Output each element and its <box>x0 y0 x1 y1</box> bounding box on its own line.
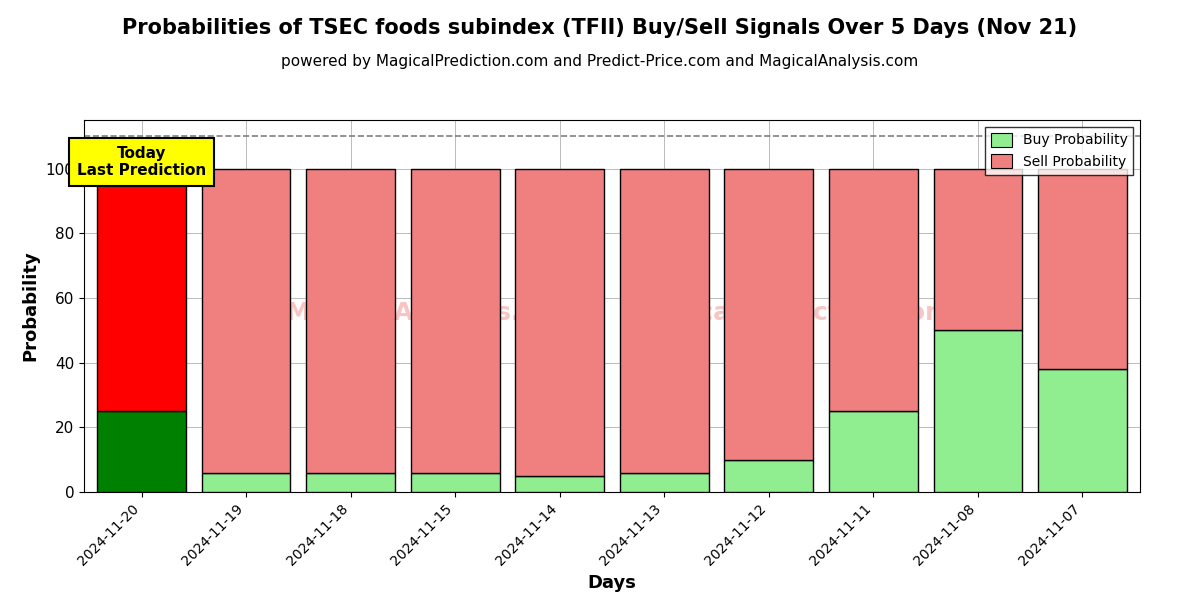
Bar <box>934 169 1022 330</box>
Bar <box>725 460 814 492</box>
Bar <box>306 169 395 473</box>
Bar <box>1038 169 1127 369</box>
Text: Probabilities of TSEC foods subindex (TFII) Buy/Sell Signals Over 5 Days (Nov 21: Probabilities of TSEC foods subindex (TF… <box>122 18 1078 38</box>
Bar <box>620 169 709 473</box>
Y-axis label: Probability: Probability <box>22 251 40 361</box>
Bar <box>410 169 499 473</box>
Bar <box>515 169 604 476</box>
X-axis label: Days: Days <box>588 574 636 592</box>
Bar <box>620 473 709 492</box>
Bar <box>515 476 604 492</box>
Legend: Buy Probability, Sell Probability: Buy Probability, Sell Probability <box>985 127 1133 175</box>
Bar <box>202 473 290 492</box>
Bar <box>829 411 918 492</box>
Bar <box>97 169 186 411</box>
Bar <box>934 330 1022 492</box>
Bar <box>725 169 814 460</box>
Text: Today
Last Prediction: Today Last Prediction <box>77 146 206 178</box>
Bar <box>829 169 918 411</box>
Bar <box>202 169 290 473</box>
Bar <box>410 473 499 492</box>
Bar <box>1038 369 1127 492</box>
Text: MagicalPrediction.com: MagicalPrediction.com <box>631 301 952 325</box>
Text: powered by MagicalPrediction.com and Predict-Price.com and MagicalAnalysis.com: powered by MagicalPrediction.com and Pre… <box>281 54 919 69</box>
Text: MagicalAnalysis.com: MagicalAnalysis.com <box>286 301 580 325</box>
Bar <box>97 411 186 492</box>
Bar <box>306 473 395 492</box>
